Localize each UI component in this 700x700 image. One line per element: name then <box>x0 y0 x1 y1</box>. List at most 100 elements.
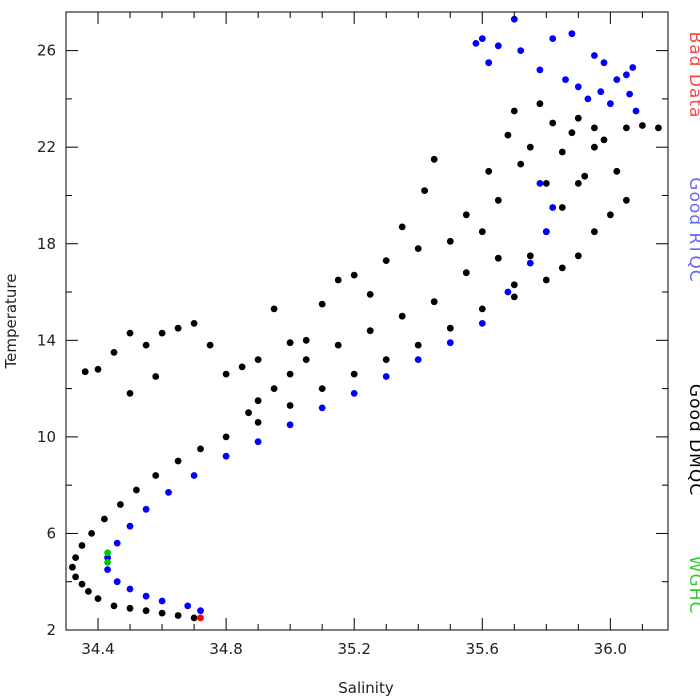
data-point <box>113 578 121 586</box>
data-point <box>350 370 358 378</box>
data-point <box>142 505 150 513</box>
data-point <box>597 88 605 96</box>
data-point <box>142 607 150 615</box>
data-point <box>526 143 534 151</box>
x-axis-title: Salinity <box>338 679 394 697</box>
data-point <box>158 609 166 617</box>
data-point <box>607 211 614 219</box>
data-point <box>286 370 294 378</box>
x-tick-label: 35.2 <box>337 640 370 658</box>
data-point <box>632 107 640 115</box>
data-point <box>581 172 589 180</box>
data-point <box>113 539 121 547</box>
data-point <box>245 409 252 417</box>
data-point <box>526 259 534 267</box>
data-point <box>446 339 454 347</box>
series-wghc <box>104 549 111 566</box>
data-point <box>197 445 204 453</box>
data-point <box>174 324 182 332</box>
data-point <box>542 228 550 236</box>
data-point <box>591 52 598 59</box>
data-point <box>584 95 592 103</box>
data-point <box>574 252 582 260</box>
data-point <box>382 257 390 264</box>
x-tick-label: 35.6 <box>466 640 499 658</box>
data-point <box>104 549 111 557</box>
data-point <box>382 356 390 363</box>
data-point <box>446 324 454 332</box>
data-point <box>126 390 134 397</box>
data-point <box>542 276 550 284</box>
series-bad-data <box>197 614 204 622</box>
scatter-points <box>69 15 662 622</box>
data-point <box>133 486 140 494</box>
data-point <box>478 305 486 313</box>
data-point <box>510 293 518 301</box>
data-point <box>81 368 89 376</box>
data-point <box>562 76 569 83</box>
data-point <box>110 602 118 610</box>
data-point <box>613 167 621 175</box>
data-point <box>69 563 76 571</box>
data-point <box>334 341 342 349</box>
data-point <box>591 143 598 151</box>
data-point <box>568 129 576 137</box>
data-point <box>174 612 182 619</box>
data-point <box>142 592 150 600</box>
data-point <box>421 187 428 195</box>
series-good-dmqc <box>69 100 662 622</box>
y-tick-label: 14 <box>37 331 56 349</box>
data-point <box>126 604 134 612</box>
data-point <box>184 602 192 610</box>
data-point <box>72 554 79 561</box>
data-point <box>536 66 544 74</box>
data-point <box>382 373 390 380</box>
data-point <box>574 83 582 91</box>
data-point <box>78 542 86 549</box>
legend-item: Bad Data <box>685 32 700 119</box>
plot-frame <box>65 11 669 631</box>
data-point <box>504 288 512 296</box>
data-point <box>558 204 566 211</box>
data-point <box>430 298 438 306</box>
data-point <box>542 180 550 187</box>
legend-item: Good DMQC <box>685 384 700 496</box>
data-point <box>591 124 598 132</box>
data-point <box>430 155 438 163</box>
data-point <box>478 228 486 236</box>
data-point <box>591 228 598 236</box>
data-point <box>494 196 502 204</box>
data-point <box>446 237 454 245</box>
legend-item: WGHC <box>685 556 700 615</box>
data-point <box>574 114 582 122</box>
data-point <box>526 252 534 260</box>
data-point <box>318 404 326 412</box>
data-point <box>626 90 633 98</box>
y-tick-label: 2 <box>46 621 56 639</box>
data-point <box>478 320 486 327</box>
data-point <box>222 370 230 378</box>
data-point <box>190 320 198 327</box>
y-tick-label: 26 <box>37 42 56 60</box>
data-point <box>174 457 182 465</box>
data-point <box>536 100 544 108</box>
data-point <box>158 597 166 605</box>
data-point <box>286 402 294 409</box>
data-point <box>549 204 557 211</box>
data-point <box>494 42 502 50</box>
data-point <box>485 59 493 67</box>
data-point <box>85 588 92 595</box>
data-point <box>270 305 278 313</box>
data-point <box>142 341 150 349</box>
y-tick-label: 6 <box>46 524 56 542</box>
y-axis-title: Temperature <box>2 273 20 369</box>
data-point <box>414 356 422 363</box>
data-point <box>558 148 566 156</box>
data-point <box>485 167 493 175</box>
data-point <box>94 365 102 373</box>
data-point <box>94 595 102 602</box>
data-point <box>510 107 518 115</box>
data-point <box>318 385 326 392</box>
data-point <box>126 585 134 593</box>
